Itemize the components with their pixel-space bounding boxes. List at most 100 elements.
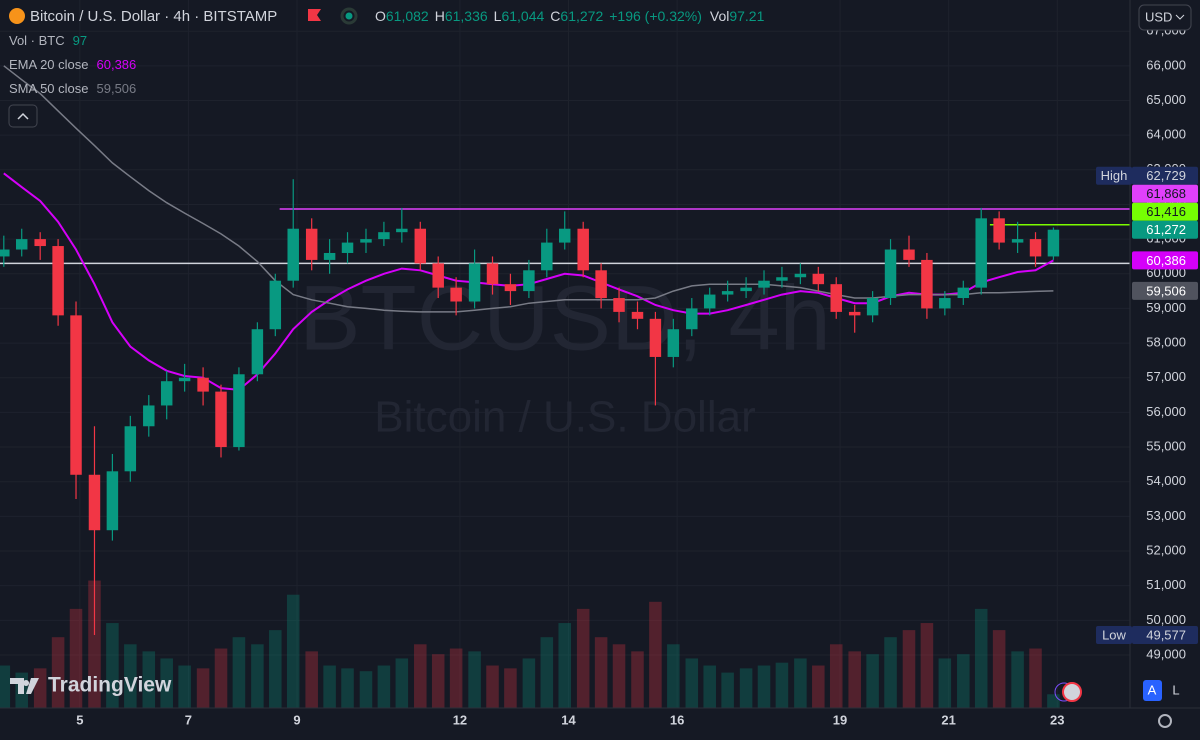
y-tick-label: 49,000 bbox=[1146, 646, 1186, 661]
ohlc-key: H bbox=[435, 8, 445, 24]
price-label: 61,868 bbox=[1146, 186, 1186, 201]
auto-label[interactable]: A bbox=[1148, 682, 1157, 697]
volume-bar bbox=[866, 654, 879, 708]
candle-body bbox=[523, 270, 535, 292]
volume-bar bbox=[251, 644, 264, 708]
volume-bar bbox=[232, 637, 246, 708]
indicator-legend: EMA 20 close 60,386 bbox=[9, 57, 136, 72]
volume-bar bbox=[649, 601, 662, 708]
price-label-box bbox=[1132, 625, 1198, 644]
volume-bar bbox=[486, 665, 499, 708]
volume-bar bbox=[377, 665, 391, 708]
settings-icon[interactable] bbox=[1158, 714, 1172, 728]
volume-bar bbox=[848, 651, 861, 708]
candle-body bbox=[468, 263, 481, 302]
indicator-name: EMA 20 close bbox=[9, 57, 89, 72]
volume-bar bbox=[612, 644, 626, 708]
auto-button[interactable] bbox=[1143, 680, 1162, 701]
indicator-line bbox=[3, 65, 1054, 313]
volume-bar bbox=[938, 658, 952, 708]
candle-body bbox=[649, 318, 662, 357]
candle-body bbox=[34, 239, 46, 247]
price-tag-box bbox=[1096, 625, 1132, 644]
volume-bar bbox=[142, 651, 156, 708]
flag[interactable] bbox=[308, 9, 321, 21]
candle-body bbox=[504, 284, 517, 292]
candle-body bbox=[903, 249, 915, 260]
collapse-icon bbox=[17, 112, 29, 120]
volume-bar bbox=[992, 630, 1006, 708]
vol-legend: Vol · BTC 97 bbox=[9, 33, 87, 48]
volume-bar bbox=[106, 623, 119, 708]
candle-body bbox=[613, 298, 625, 312]
volume-bar bbox=[359, 671, 373, 708]
volume-bar bbox=[1011, 651, 1024, 708]
x-tick-label: 9 bbox=[293, 712, 300, 727]
price-label-box bbox=[1132, 281, 1198, 300]
collapse-button[interactable] bbox=[8, 104, 38, 128]
currency[interactable]: USD bbox=[1145, 9, 1172, 24]
price-label-box bbox=[1132, 166, 1198, 185]
price-label: 49,577 bbox=[1146, 627, 1186, 642]
ohlc-value: 61,044 bbox=[501, 8, 544, 24]
market-dot bbox=[345, 12, 353, 20]
volume-bar bbox=[395, 658, 409, 708]
price-tag: Low bbox=[1102, 627, 1126, 642]
volume-bar bbox=[739, 668, 753, 708]
currency-button[interactable] bbox=[1138, 4, 1192, 31]
vol-value: 97.21 bbox=[729, 8, 764, 24]
volume-bar bbox=[88, 580, 101, 708]
candle-body bbox=[432, 263, 444, 288]
axes: 49,000 50,000 51,000 52,000 53,000 54,000 55,0… bbox=[76, 23, 1186, 728]
y-tick-label: 52,000 bbox=[1146, 542, 1186, 557]
candle-body bbox=[957, 287, 970, 299]
flag-event[interactable] bbox=[1062, 682, 1082, 702]
y-tick-label: 59,000 bbox=[1146, 300, 1186, 315]
legend: EMA 20 close 60,386 SMA 50 close 59,506 bbox=[9, 57, 136, 96]
candle-body bbox=[360, 239, 372, 243]
indicator-name: SMA 50 close bbox=[9, 81, 89, 96]
y-tick-label: 54,000 bbox=[1146, 473, 1186, 488]
price-label: 59,506 bbox=[1146, 283, 1186, 298]
candles bbox=[0, 179, 1060, 635]
candle-body bbox=[305, 228, 318, 260]
price-label: 61,416 bbox=[1146, 204, 1186, 219]
logo-mark bbox=[10, 678, 39, 694]
y-tick-label: 56,000 bbox=[1146, 404, 1186, 419]
volume-bar bbox=[703, 665, 716, 708]
indicator-value: 59,506 bbox=[97, 81, 137, 96]
price-label-box bbox=[1132, 251, 1198, 270]
ohlc-value: 61,272 bbox=[560, 8, 603, 24]
indicator-legend: SMA 50 close 59,506 bbox=[9, 81, 136, 96]
volume-bar bbox=[468, 651, 481, 708]
x-tick-label: 19 bbox=[833, 712, 847, 727]
log-label[interactable]: L bbox=[1172, 682, 1179, 697]
volume-bar bbox=[449, 648, 463, 708]
y-tick-label: 53,000 bbox=[1146, 508, 1186, 523]
candle-body bbox=[577, 228, 589, 271]
candle-body bbox=[15, 239, 28, 250]
vol-legend-name: Vol · BTC bbox=[9, 33, 65, 48]
candle-body bbox=[160, 381, 173, 406]
volume-bar bbox=[286, 594, 300, 708]
y-tick-label: 66,000 bbox=[1146, 57, 1186, 72]
indicator-value: 60,386 bbox=[97, 57, 137, 72]
volume-bar bbox=[0, 665, 11, 708]
candle-body bbox=[287, 228, 299, 281]
symbol[interactable]: Bitcoin / U.S. Dollar · 4h · BITSTAMP bbox=[30, 8, 277, 25]
x-tick-label: 5 bbox=[76, 712, 83, 727]
change: +196 (+0.32%) bbox=[609, 8, 702, 24]
volume-bar bbox=[341, 668, 354, 708]
candle-body bbox=[740, 287, 752, 292]
volume-bar bbox=[631, 651, 644, 708]
y-tick-label: 58,000 bbox=[1146, 335, 1186, 350]
horizontal-lines bbox=[0, 208, 1130, 265]
volume-bar bbox=[196, 668, 210, 708]
volume-bar bbox=[178, 665, 191, 708]
x-tick-label: 12 bbox=[453, 712, 467, 727]
candle-body bbox=[975, 218, 987, 288]
volume-bar bbox=[431, 654, 445, 708]
candle-body bbox=[939, 298, 951, 309]
